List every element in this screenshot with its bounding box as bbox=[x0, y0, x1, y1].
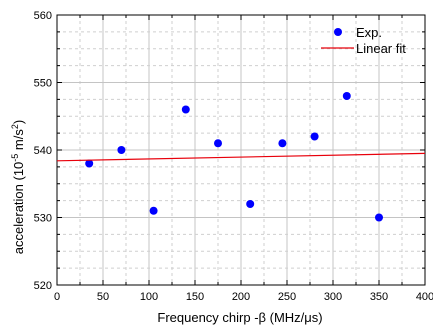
y-tick-label: 550 bbox=[34, 78, 52, 90]
data-point bbox=[342, 92, 351, 100]
y-axis-title-exponent: -5 bbox=[10, 154, 20, 162]
axis-ticks bbox=[56, 14, 426, 286]
x-tick-label: 250 bbox=[278, 291, 296, 303]
y-axis-title-close: ) bbox=[11, 120, 26, 124]
x-tick-label: 350 bbox=[370, 291, 388, 303]
data-marks bbox=[56, 92, 426, 222]
y-tick-label: 520 bbox=[34, 280, 52, 292]
x-tick-label: 200 bbox=[232, 291, 250, 303]
data-point bbox=[310, 132, 319, 141]
data-point bbox=[246, 200, 255, 208]
y-tick-label: 560 bbox=[34, 10, 52, 22]
legend-label-exp: Exp. bbox=[356, 25, 382, 40]
data-point bbox=[214, 139, 222, 148]
data-point bbox=[117, 146, 126, 154]
y-tick-label: 530 bbox=[34, 213, 52, 225]
linear-fit-line bbox=[56, 152, 426, 162]
data-point bbox=[85, 159, 94, 168]
x-tick-label: 0 bbox=[54, 291, 60, 303]
legend-marker-exp bbox=[334, 28, 342, 36]
x-axis-title: Frequency chirp -β (MHz/μs) bbox=[157, 310, 322, 325]
data-point bbox=[149, 206, 158, 215]
x-tick-label: 100 bbox=[140, 291, 158, 303]
y-axis-title-unit: m/s bbox=[11, 129, 26, 154]
tick-labels: 0 50 100 150 200 250 300 350 400 520 530 540 550 560 bbox=[34, 10, 433, 303]
y-axis-title: acceleration (10-5 m/s2) bbox=[10, 120, 26, 254]
y-axis-title-main: acceleration (10 bbox=[11, 162, 26, 255]
y-axis-title-unit-exponent: 2 bbox=[10, 124, 20, 129]
data-point bbox=[181, 105, 190, 114]
x-tick-label: 400 bbox=[416, 291, 433, 303]
data-point bbox=[278, 139, 287, 148]
data-point bbox=[375, 213, 383, 222]
legend-label-fit: Linear fit bbox=[356, 41, 406, 56]
x-tick-label: 150 bbox=[186, 291, 204, 303]
grid-lines bbox=[57, 15, 425, 285]
x-tick-label: 50 bbox=[97, 291, 109, 303]
y-tick-label: 540 bbox=[34, 145, 52, 157]
x-tick-label: 300 bbox=[324, 291, 342, 303]
legend: Exp. Linear fit bbox=[321, 25, 406, 56]
